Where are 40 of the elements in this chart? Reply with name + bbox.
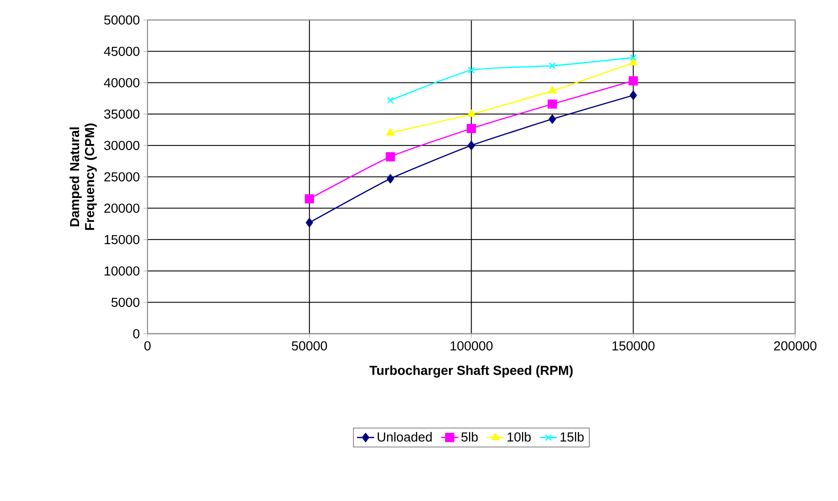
y-tick-label: 15000 xyxy=(104,235,140,244)
point xyxy=(548,62,556,70)
legend-label: 10lb xyxy=(508,432,531,442)
legend-label: Unloaded xyxy=(378,432,432,442)
y-tick-label: 5000 xyxy=(111,298,140,308)
point xyxy=(548,100,557,109)
point xyxy=(630,90,637,100)
point xyxy=(304,194,314,204)
x-tick-label: 0 xyxy=(144,341,151,351)
point xyxy=(548,86,556,94)
x-tick-label: 200000 xyxy=(774,341,816,351)
x-tick-label: 100000 xyxy=(450,341,493,351)
y-tick-label: 40000 xyxy=(104,78,140,88)
point xyxy=(468,141,475,150)
point xyxy=(629,58,638,66)
legend-label: 15lb xyxy=(560,432,584,442)
y-tick-label: 0 xyxy=(133,329,140,339)
point xyxy=(306,218,314,228)
legend-label: 5lb xyxy=(461,432,478,442)
x-axis-title: Turbocharger Shaft Speed (RPM) xyxy=(370,366,573,378)
y-tick-label: 50000 xyxy=(104,16,140,25)
y-tick-label: 45000 xyxy=(104,46,140,56)
y-tick-label: 10000 xyxy=(104,266,140,276)
y-tick-label: 30000 xyxy=(104,141,140,150)
point xyxy=(468,66,475,74)
point xyxy=(467,110,476,117)
y-axis-title: Damped Natural Frequency (CPM) xyxy=(70,124,97,230)
x-tick-label: 50000 xyxy=(292,341,328,351)
point xyxy=(628,76,638,86)
point xyxy=(466,124,476,134)
point xyxy=(386,174,394,184)
point xyxy=(386,152,395,162)
y-tick-label: 25000 xyxy=(104,172,140,182)
point xyxy=(386,97,394,104)
y-tick-label: 35000 xyxy=(104,110,140,119)
x-tick-label: 150000 xyxy=(612,341,655,351)
y-tick-label: 20000 xyxy=(104,204,140,214)
point xyxy=(548,114,556,124)
point xyxy=(386,128,394,136)
point xyxy=(630,54,637,62)
